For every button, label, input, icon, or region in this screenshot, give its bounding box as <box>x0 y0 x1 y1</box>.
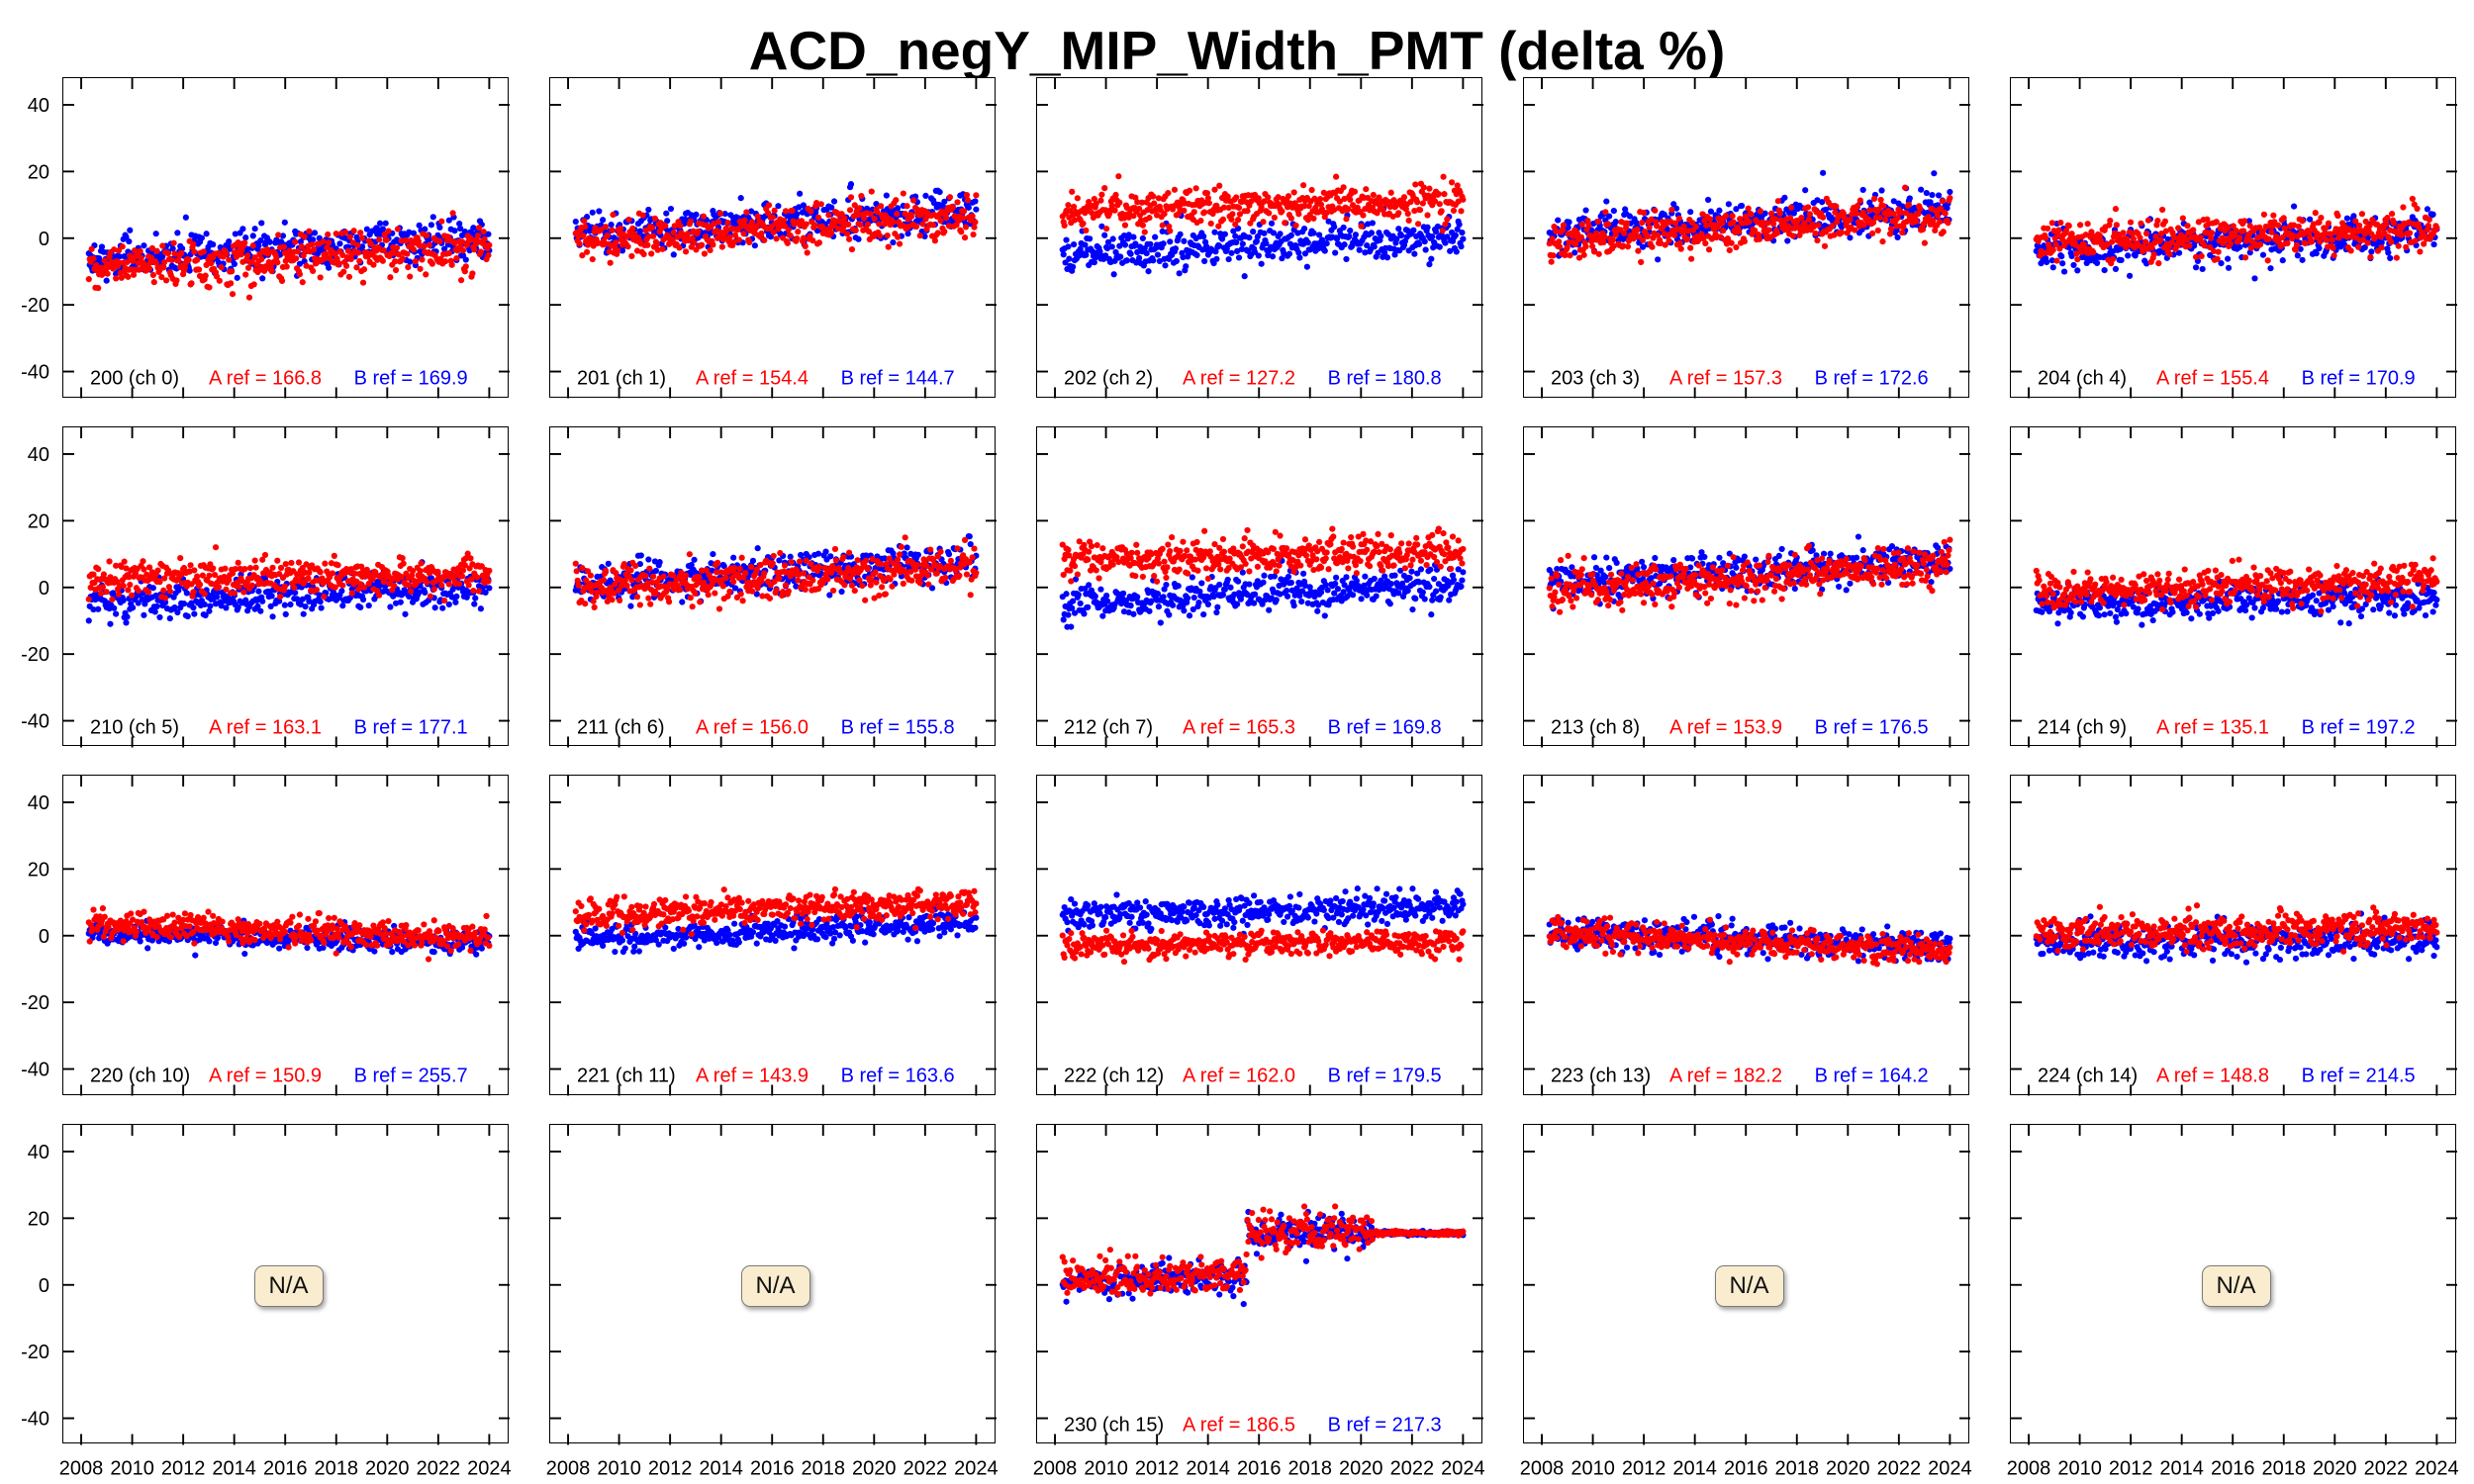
svg-text:203 (ch 3): 203 (ch 3) <box>1551 368 1640 390</box>
svg-text:A ref = 127.2: A ref = 127.2 <box>1183 368 1295 390</box>
svg-text:202 (ch 2): 202 (ch 2) <box>1064 368 1153 390</box>
svg-text:-20: -20 <box>21 295 49 317</box>
svg-text:A ref = 154.4: A ref = 154.4 <box>696 368 809 390</box>
svg-text:40: 40 <box>28 95 49 117</box>
svg-text:0: 0 <box>39 229 49 250</box>
svg-text:B ref = 144.7: B ref = 144.7 <box>841 368 955 390</box>
svg-text:-20: -20 <box>21 644 49 666</box>
svg-text:200 (ch 0): 200 (ch 0) <box>90 368 179 390</box>
svg-text:0: 0 <box>39 577 49 599</box>
svg-text:201 (ch 1): 201 (ch 1) <box>577 368 666 390</box>
svg-text:20: 20 <box>28 510 49 532</box>
svg-text:B ref = 180.8: B ref = 180.8 <box>1328 368 1442 390</box>
svg-text:-40: -40 <box>21 710 49 732</box>
svg-text:B ref = 169.9: B ref = 169.9 <box>354 368 468 390</box>
svg-text:-40: -40 <box>21 362 49 384</box>
svg-text:A ref = 157.3: A ref = 157.3 <box>1669 368 1782 390</box>
svg-text:B ref = 170.9: B ref = 170.9 <box>2302 368 2416 390</box>
svg-text:B ref = 172.6: B ref = 172.6 <box>1815 368 1929 390</box>
svg-text:204 (ch 4): 204 (ch 4) <box>2038 368 2127 390</box>
svg-text:A ref = 155.4: A ref = 155.4 <box>2156 368 2269 390</box>
svg-text:40: 40 <box>28 443 49 465</box>
svg-text:20: 20 <box>28 161 49 183</box>
svg-text:A ref = 166.8: A ref = 166.8 <box>209 368 322 390</box>
